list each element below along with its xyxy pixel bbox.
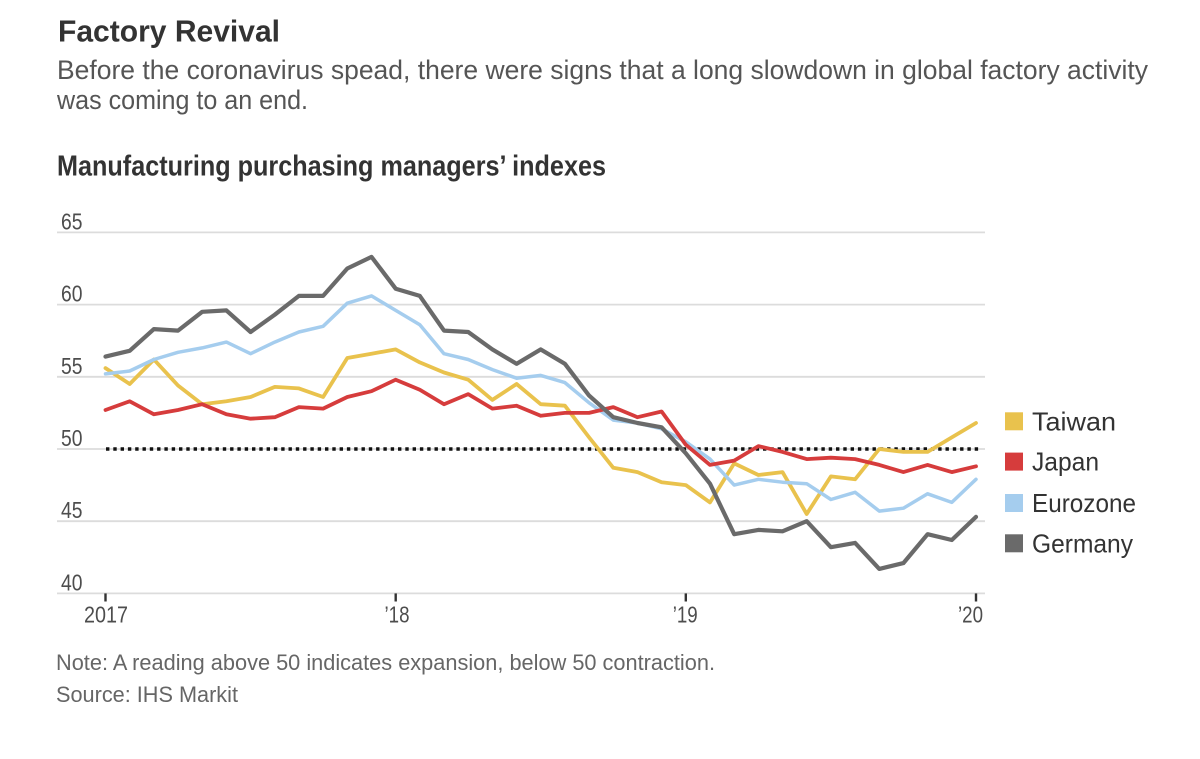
svg-text:2017: 2017 — [84, 602, 128, 628]
svg-text:Eurozone: Eurozone — [1032, 488, 1136, 518]
svg-text:Taiwan: Taiwan — [1032, 406, 1116, 436]
svg-text:Source: IHS Markit: Source: IHS Markit — [56, 682, 238, 707]
svg-text:Germany: Germany — [1032, 528, 1133, 558]
svg-text:’18: ’18 — [385, 602, 410, 628]
svg-text:’20: ’20 — [958, 602, 983, 628]
svg-text:Factory Revival: Factory Revival — [58, 13, 280, 48]
svg-text:50: 50 — [61, 425, 83, 451]
svg-text:Before the coronavirus spead,: Before the coronavirus spead, there were… — [57, 55, 1148, 85]
svg-text:45: 45 — [61, 497, 83, 523]
svg-text:was coming to an end.: was coming to an end. — [56, 85, 308, 115]
svg-text:Japan: Japan — [1032, 447, 1099, 477]
svg-text:Note: A reading above 50 indic: Note: A reading above 50 indicates expan… — [56, 650, 715, 675]
svg-text:65: 65 — [61, 208, 83, 234]
svg-text:60: 60 — [61, 281, 83, 307]
svg-text:’19: ’19 — [673, 602, 698, 628]
svg-text:55: 55 — [61, 353, 83, 379]
svg-text:40: 40 — [61, 569, 83, 595]
svg-text:Manufacturing purchasing manag: Manufacturing purchasing managers’ index… — [57, 151, 606, 183]
